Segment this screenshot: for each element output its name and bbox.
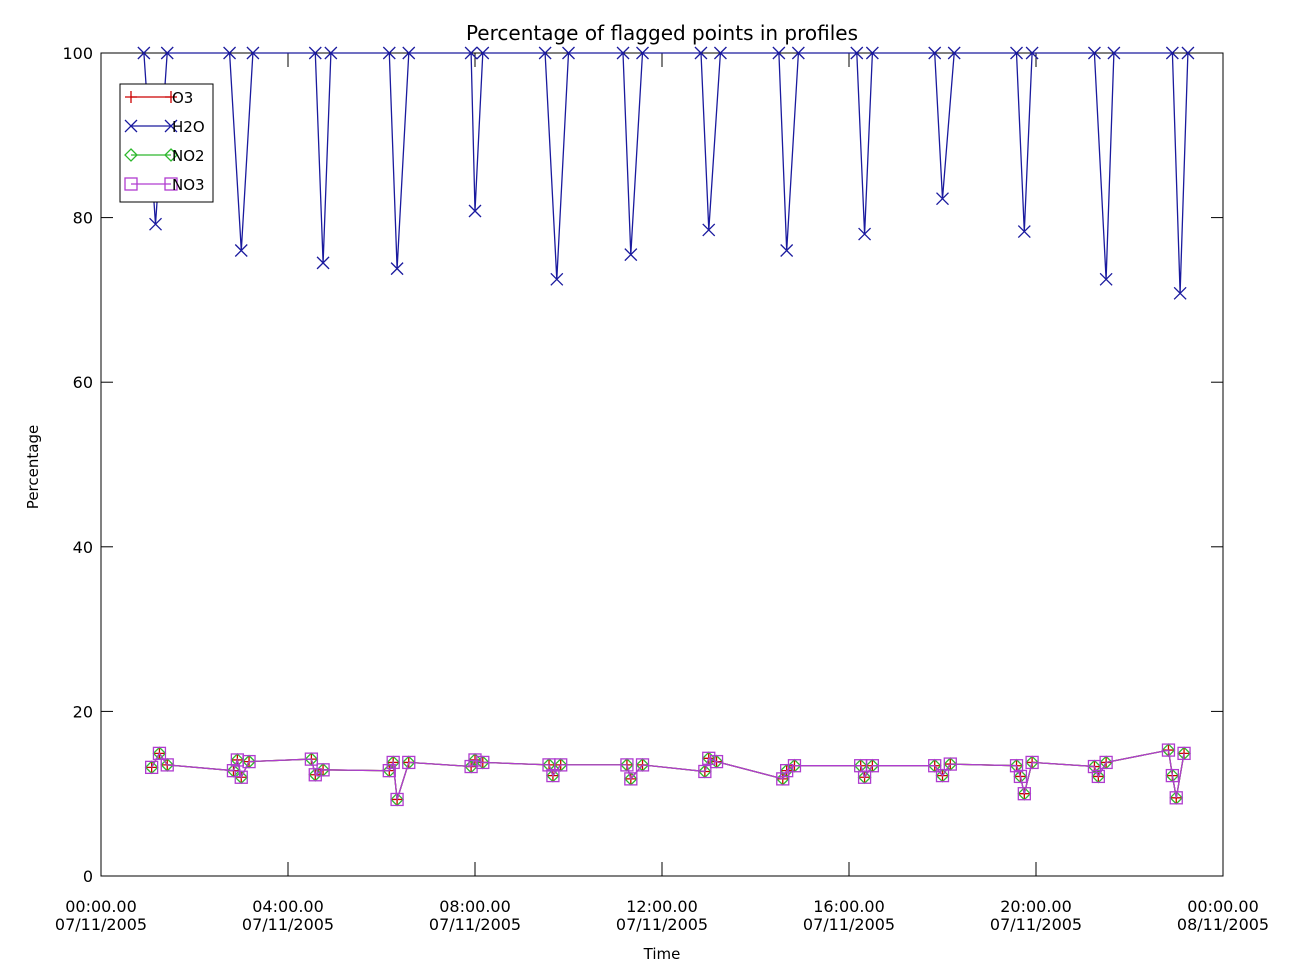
x-tick-date-label: 07/11/2005 — [242, 915, 334, 934]
x-tick-time-label: 20:00.00 — [1000, 897, 1072, 916]
x-tick-time-label: 16:00.00 — [813, 897, 885, 916]
y-tick-label: 20 — [73, 702, 93, 721]
x-tick-time-label: 12:00.00 — [626, 897, 698, 916]
x-tick-time-label: 00:00.00 — [1187, 897, 1259, 916]
x-tick-time-label: 04:00.00 — [252, 897, 324, 916]
y-axis-label: Percentage — [24, 425, 42, 509]
y-tick-label: 100 — [62, 44, 93, 63]
x-tick-date-label: 07/11/2005 — [429, 915, 521, 934]
y-tick-label: 40 — [73, 538, 93, 557]
x-tick-date-label: 08/11/2005 — [1177, 915, 1269, 934]
legend-label: NO2 — [172, 147, 205, 165]
chart-title: Percentage of flagged points in profiles — [466, 21, 858, 45]
x-tick-time-label: 00:00.00 — [65, 897, 137, 916]
x-tick-date-label: 07/11/2005 — [55, 915, 147, 934]
legend-label: H2O — [172, 118, 205, 136]
legend-label: NO3 — [172, 176, 205, 194]
x-tick-date-label: 07/11/2005 — [616, 915, 708, 934]
x-tick-time-label: 08:00.00 — [439, 897, 511, 916]
y-tick-label: 80 — [73, 209, 93, 228]
legend: O3 H2O NO2 NO3 — [120, 84, 213, 202]
x-tick-date-label: 07/11/2005 — [990, 915, 1082, 934]
y-tick-label: 60 — [73, 373, 93, 392]
y-tick-label: 0 — [83, 867, 93, 886]
x-axis-label: Time — [643, 945, 681, 963]
legend-label: O3 — [172, 89, 193, 107]
x-tick-date-label: 07/11/2005 — [803, 915, 895, 934]
